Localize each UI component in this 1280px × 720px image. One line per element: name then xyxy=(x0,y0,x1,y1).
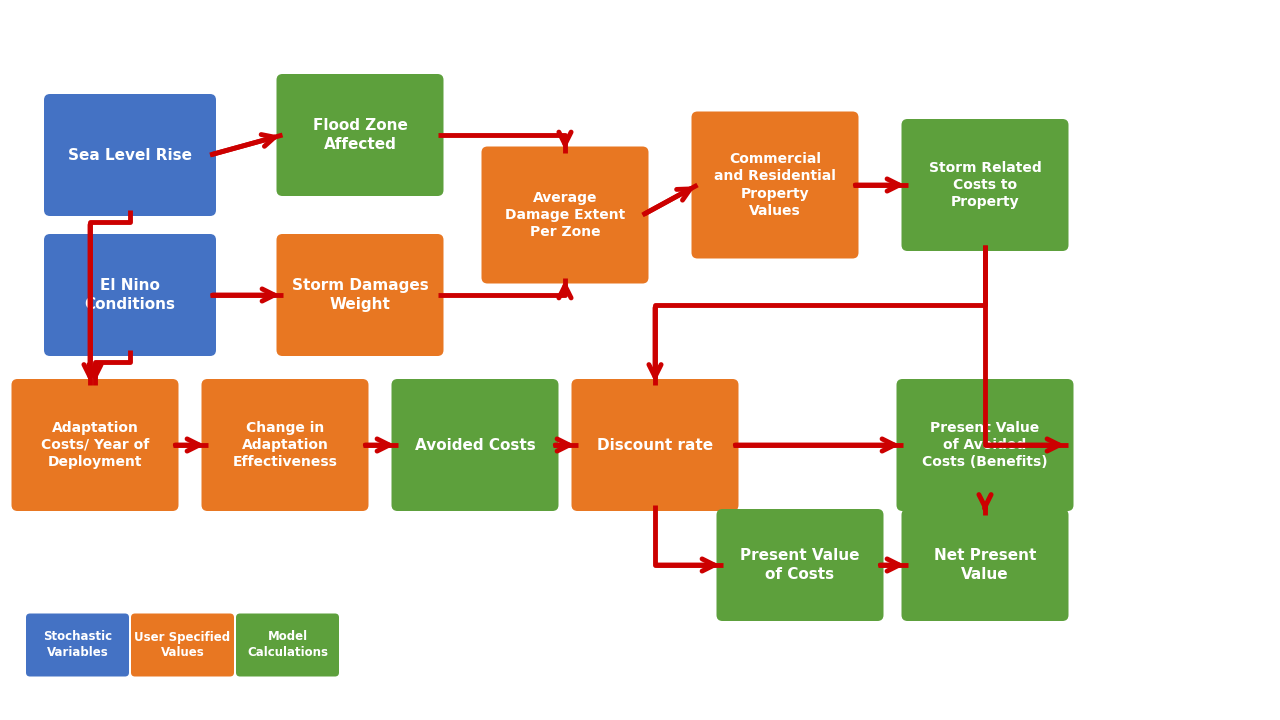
Text: Storm Damages
Weight: Storm Damages Weight xyxy=(292,278,429,312)
Text: Sea Level Rise: Sea Level Rise xyxy=(68,148,192,163)
Text: Net Present
Value: Net Present Value xyxy=(934,548,1037,582)
Text: Average
Damage Extent
Per Zone: Average Damage Extent Per Zone xyxy=(504,191,625,239)
FancyBboxPatch shape xyxy=(276,234,443,356)
Text: Flood Zone
Affected: Flood Zone Affected xyxy=(312,118,407,152)
FancyBboxPatch shape xyxy=(26,613,129,677)
Text: Stochastic
Variables: Stochastic Variables xyxy=(44,631,113,660)
FancyBboxPatch shape xyxy=(392,379,558,511)
Text: Model
Calculations: Model Calculations xyxy=(247,631,328,660)
FancyBboxPatch shape xyxy=(201,379,369,511)
FancyBboxPatch shape xyxy=(901,119,1069,251)
Text: Commercial
and Residential
Property
Values: Commercial and Residential Property Valu… xyxy=(714,152,836,218)
FancyBboxPatch shape xyxy=(44,94,216,216)
FancyBboxPatch shape xyxy=(12,379,178,511)
FancyBboxPatch shape xyxy=(691,112,859,258)
FancyBboxPatch shape xyxy=(131,613,234,677)
Text: User Specified
Values: User Specified Values xyxy=(134,631,230,660)
Text: Avoided Costs: Avoided Costs xyxy=(415,438,535,452)
Text: Adaptation
Costs/ Year of
Deployment: Adaptation Costs/ Year of Deployment xyxy=(41,420,150,469)
FancyBboxPatch shape xyxy=(481,146,649,284)
Text: Present Value
of Avoided
Costs (Benefits): Present Value of Avoided Costs (Benefits… xyxy=(922,420,1048,469)
Text: El Nino
Conditions: El Nino Conditions xyxy=(84,278,175,312)
FancyBboxPatch shape xyxy=(717,509,883,621)
FancyBboxPatch shape xyxy=(236,613,339,677)
FancyBboxPatch shape xyxy=(571,379,739,511)
Text: Discount rate: Discount rate xyxy=(596,438,713,452)
Text: Change in
Adaptation
Effectiveness: Change in Adaptation Effectiveness xyxy=(233,420,338,469)
Text: Present Value
of Costs: Present Value of Costs xyxy=(740,548,860,582)
FancyBboxPatch shape xyxy=(901,509,1069,621)
FancyBboxPatch shape xyxy=(276,74,443,196)
Text: Storm Related
Costs to
Property: Storm Related Costs to Property xyxy=(928,161,1042,210)
FancyBboxPatch shape xyxy=(896,379,1074,511)
FancyBboxPatch shape xyxy=(44,234,216,356)
